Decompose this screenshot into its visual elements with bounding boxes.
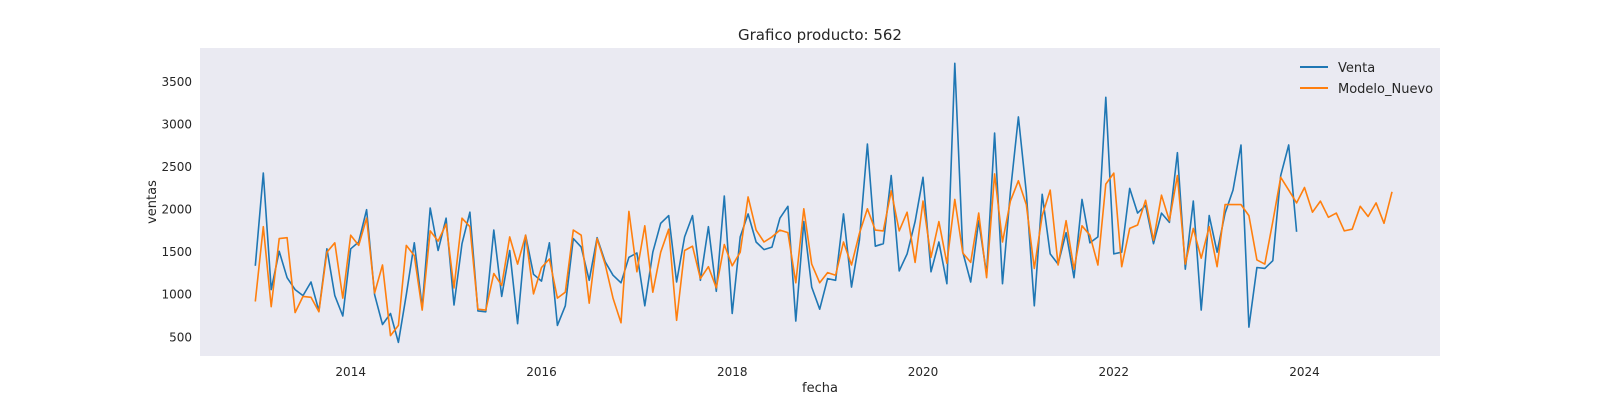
x-axis: 2014 2016 2018 2020 2022 2024 [335, 365, 1319, 379]
legend-label: Venta [1338, 61, 1375, 76]
x-tick-label: 2016 [526, 365, 557, 379]
x-tick-label: 2020 [908, 365, 939, 379]
y-tick-label: 1500 [161, 245, 192, 259]
y-tick-label: 2000 [161, 203, 192, 217]
series-lines [254, 62, 1393, 344]
y-tick-label: 500 [169, 330, 192, 344]
x-axis-label: fecha [802, 381, 838, 396]
chart-title: Grafico producto: 562 [738, 26, 902, 44]
y-axis-label: ventas [145, 180, 160, 224]
legend-label: Modelo_Nuevo [1338, 82, 1433, 97]
y-tick-label: 1000 [161, 288, 192, 302]
x-tick-label: 2022 [1099, 365, 1130, 379]
y-tick-label: 2500 [161, 160, 192, 174]
plot-area [200, 48, 1440, 356]
x-tick-label: 2014 [335, 365, 366, 379]
y-axis: 500 1000 1500 2000 2500 3000 3500 [161, 75, 192, 344]
y-tick-label: 3000 [161, 118, 192, 132]
series-line-modelo-nuevo [254, 172, 1393, 337]
y-tick-label: 3500 [161, 75, 192, 89]
x-tick-label: 2018 [717, 365, 748, 379]
legend: Venta Modelo_Nuevo [1300, 61, 1433, 97]
x-tick-label: 2024 [1289, 365, 1320, 379]
